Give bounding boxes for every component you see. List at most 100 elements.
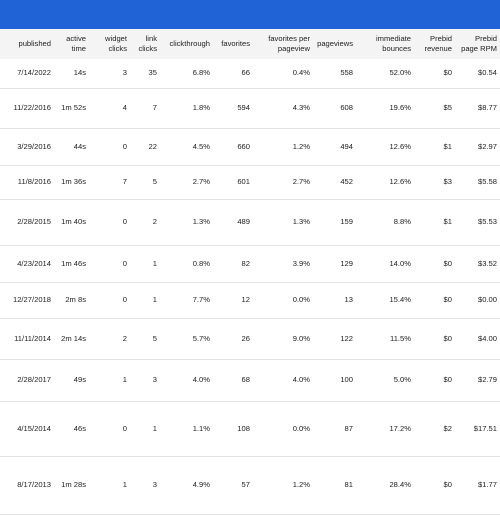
table-cell: 5.0% [356,359,414,402]
table-cell: 0.8% [160,245,213,283]
table-cell: 12 [213,282,253,319]
table-cell: $17.51 [455,401,500,457]
table-cell: 5 [130,165,160,200]
table-cell: 3.9% [253,245,313,283]
column-header[interactable]: link clicks [138,34,157,53]
table-cell: 0 [89,282,130,319]
table-cell: 1.2% [253,128,313,166]
table-row[interactable]: 11/22/2016 1m 52s 4 7 1.8% 594 4.3% 608 19.6% $5 $… [0,88,500,129]
table-cell: $2 [414,401,455,457]
table-cell: $0 [414,282,455,319]
table-cell: 0 [89,401,130,457]
table-cell: 11/11/2014 [0,318,53,360]
table-row[interactable]: 2/28/2015 1m 40s 0 2 1.3% 489 1.3% 159 8.8% $1 $5.… [0,199,500,246]
table-cell: 3 [89,59,130,89]
table-row[interactable]: 7/14/2022 14s 3 35 6.8% 66 0.4% 558 52.0% $0 $0.54 [0,59,500,89]
table-cell: 15.4% [356,282,414,319]
analytics-table: published active time widget clicks link cl… [0,29,500,515]
table-cell: 28.4% [356,456,414,515]
table-cell: 3 [130,456,160,515]
table-cell: 12.6% [356,165,414,200]
table-cell: 1m 28s [53,456,89,515]
analytics-table-container: published active time widget clicks link cl… [0,29,500,515]
table-cell: 57 [213,456,253,515]
table-cell: 489 [213,199,253,246]
table-cell: 3 [130,359,160,402]
table-cell: 4 [89,88,130,129]
table-row[interactable]: 3/29/2016 44s 0 22 4.5% 660 1.2% 494 12.6% $1 $2.9… [0,128,500,166]
table-cell: 11/8/2016 [0,165,53,200]
table-cell: 608 [313,88,356,129]
table-row[interactable]: 2/28/2017 49s 1 3 4.0% 68 4.0% 100 5.0% $0 $2.79 [0,359,500,402]
table-cell: 2m 14s [53,318,89,360]
table-cell: 12.6% [356,128,414,166]
table-cell: 4.9% [160,456,213,515]
table-header-row: published active time widget clicks link cl… [0,29,500,59]
table-cell: 81 [313,456,356,515]
table-cell: 12/27/2018 [0,282,53,319]
table-cell: 1 [89,359,130,402]
table-cell: $0 [414,59,455,89]
table-cell: 2 [89,318,130,360]
table-cell: 5.7% [160,318,213,360]
table-row[interactable]: 11/8/2016 1m 36s 7 5 2.7% 601 2.7% 452 12.6% $3 $5… [0,165,500,200]
table-cell: 100 [313,359,356,402]
table-cell: 13 [313,282,356,319]
column-header[interactable]: widget clicks [105,34,127,53]
table-cell: 1 [130,245,160,283]
table-row[interactable]: 11/11/2014 2m 14s 2 5 5.7% 26 9.0% 122 11.5% $0 $4… [0,318,500,360]
table-cell: 1.3% [253,199,313,246]
table-cell: 2/28/2015 [0,199,53,246]
table-cell: $8.77 [455,88,500,129]
table-cell: 82 [213,245,253,283]
table-cell: 1.3% [160,199,213,246]
table-cell: 1m 52s [53,88,89,129]
table-cell: 601 [213,165,253,200]
table-cell: 4.3% [253,88,313,129]
top-bar [0,0,500,29]
table-cell: $3.52 [455,245,500,283]
column-header[interactable]: clickthrough [169,39,210,48]
table-cell: $5.58 [455,165,500,200]
column-header[interactable]: Prebid page RPM [461,34,497,53]
table-cell: 2 [130,199,160,246]
table-cell: 122 [313,318,356,360]
table-cell: 2/28/2017 [0,359,53,402]
table-cell: 68 [213,359,253,402]
column-header[interactable]: favorites per pageview [268,34,310,53]
table-cell: 0 [89,128,130,166]
table-cell: 7 [89,165,130,200]
column-header[interactable]: favorites [221,39,250,48]
table-row[interactable]: 12/27/2018 2m 8s 0 1 7.7% 12 0.0% 13 15.4% $0 $0.0… [0,282,500,319]
table-cell: 2.7% [160,165,213,200]
table-cell: 1m 40s [53,199,89,246]
table-cell: 6.8% [160,59,213,89]
table-row[interactable]: 4/15/2014 46s 0 1 1.1% 108 0.0% 87 17.2% $2 $17.51 [0,401,500,457]
table-cell: $0 [414,359,455,402]
table-cell: 0.4% [253,59,313,89]
table-cell: 129 [313,245,356,283]
table-cell: 52.0% [356,59,414,89]
table-row[interactable]: 8/17/2013 1m 28s 1 3 4.9% 57 1.2% 81 28.4% $0 $1.7… [0,456,500,515]
table-cell: $0 [414,456,455,515]
table-cell: $4.00 [455,318,500,360]
table-cell: 14.0% [356,245,414,283]
table-cell: 1.2% [253,456,313,515]
table-cell: $1.77 [455,456,500,515]
table-cell: $3 [414,165,455,200]
column-header[interactable]: Prebid revenue [424,34,452,53]
column-header[interactable]: pageviews [317,39,353,48]
table-cell: 594 [213,88,253,129]
table-cell: 14s [53,59,89,89]
table-cell: 22 [130,128,160,166]
table-cell: 159 [313,199,356,246]
table-cell: $0 [414,245,455,283]
table-cell: 7 [130,88,160,129]
table-cell: 11.5% [356,318,414,360]
table-cell: 108 [213,401,253,457]
table-row[interactable]: 4/23/2014 1m 46s 0 1 0.8% 82 3.9% 129 14.0% $0 $3.… [0,245,500,283]
column-header[interactable]: active time [66,34,86,53]
column-header[interactable]: immediate bounces [375,34,411,53]
column-header[interactable]: published [18,39,51,48]
table-cell: 0 [89,199,130,246]
